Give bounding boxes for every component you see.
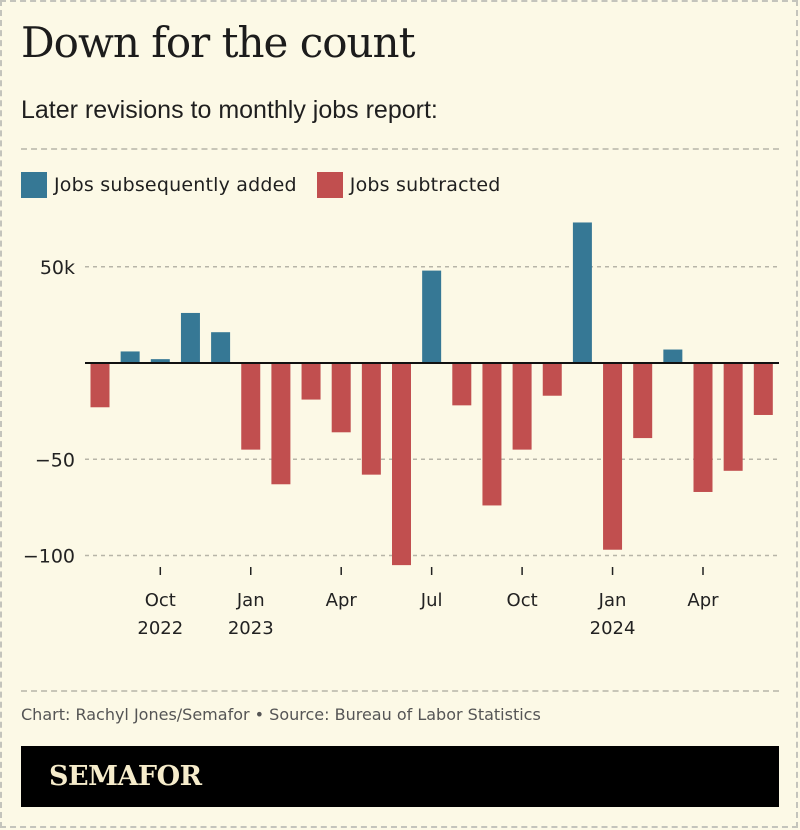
chart-title: Down for the count	[21, 18, 415, 67]
bar-oct-2023	[512, 363, 532, 450]
bar-mar-2023	[301, 363, 321, 400]
bar-may-2023	[361, 363, 381, 475]
y-tick-label: 50k	[40, 257, 75, 279]
x-tick-label: Jan	[598, 590, 627, 611]
bar-nov-2023	[542, 363, 562, 396]
bar-nov-2022	[180, 312, 200, 363]
brand-bar: SEMAFOR	[21, 746, 779, 807]
legend-swatch-subtracted	[316, 172, 343, 198]
x-axis: Oct 2022 Jan 2023 Apr Jul Oct Jan 2024 Apr	[137, 567, 719, 639]
bar-aug-2023	[452, 363, 472, 406]
bar-jul-2023	[422, 270, 442, 363]
footer-divider	[21, 690, 779, 692]
x-tick-label: Jul	[420, 590, 443, 611]
semafor-logo: SEMAFOR	[49, 761, 202, 792]
bar-jan-2024	[603, 363, 623, 550]
x-tick-label: Oct	[507, 590, 538, 611]
bar-dec-2022	[211, 332, 231, 363]
bar-mar-2024	[663, 349, 683, 363]
bar-chart: 50k −50 −100 Oct 2022 Jan 2023 Apr Jul Oct Jan 202…	[23, 222, 779, 639]
legend-swatch-added	[21, 172, 47, 198]
legend-label-subtracted: Jobs subtracted	[349, 174, 501, 196]
bar-oct-2022	[150, 359, 170, 363]
y-tick-label: −100	[23, 546, 75, 568]
source-credit: Chart: Rachyl Jones/Semafor • Source: Bu…	[21, 705, 541, 724]
y-axis-labels: 50k −50 −100	[23, 257, 75, 568]
bar-jan-2023	[241, 363, 261, 450]
x-tick-year-label: 2022	[137, 618, 183, 639]
bar-dec-2023	[572, 222, 592, 363]
bar-may-2024	[723, 363, 743, 471]
legend-item-subtracted: Jobs subtracted	[316, 172, 501, 198]
legend-item-added: Jobs subsequently added	[21, 172, 297, 198]
legend: Jobs subsequently added Jobs subtracted	[21, 172, 521, 198]
chart-subtitle: Later revisions to monthly jobs report:	[21, 96, 438, 124]
bar-apr-2023	[331, 363, 351, 433]
bar-sep-2022	[120, 351, 140, 363]
bars	[90, 222, 773, 566]
bar-feb-2024	[633, 363, 653, 439]
header-divider	[21, 148, 779, 150]
x-tick-label: Apr	[687, 590, 719, 611]
x-tick-label: Oct	[145, 590, 176, 611]
x-tick-label: Apr	[326, 590, 358, 611]
legend-label-added: Jobs subsequently added	[54, 174, 297, 196]
gridlines	[85, 266, 779, 557]
x-tick-year-label: 2023	[228, 618, 274, 639]
bar-jun-2024	[753, 363, 773, 415]
bar-sep-2023	[482, 363, 502, 506]
x-tick-year-label: 2024	[590, 618, 636, 639]
x-tick-label: Jan	[236, 590, 265, 611]
bar-feb-2023	[271, 363, 291, 485]
bar-jun-2023	[392, 363, 411, 566]
bar-apr-2024	[693, 363, 713, 492]
bar-aug-2022	[90, 363, 110, 408]
y-tick-label: −50	[35, 449, 75, 471]
